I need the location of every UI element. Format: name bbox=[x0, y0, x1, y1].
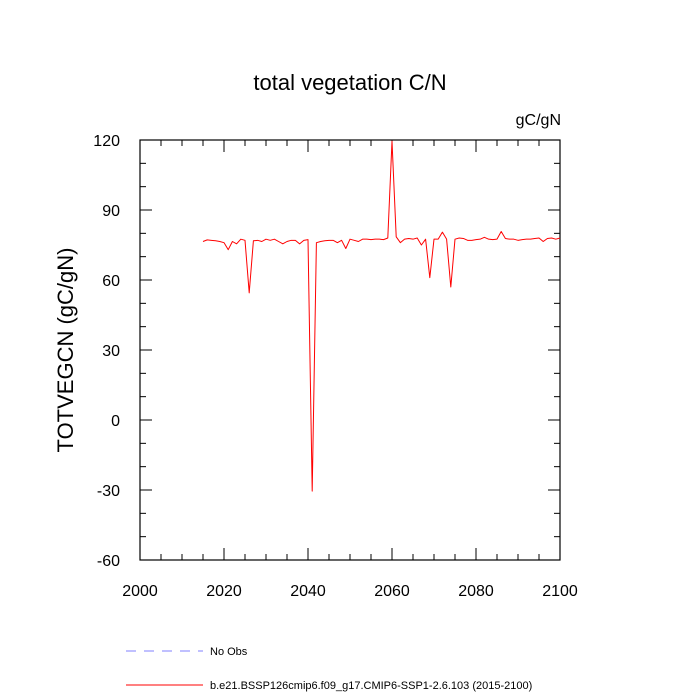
x-axis-tick-labels: 2000 2020 2040 2060 2080 2100 bbox=[122, 583, 578, 600]
y-tick-label: 90 bbox=[102, 203, 120, 220]
y-axis-tick-labels: 120 90 60 30 0 -30 -60 bbox=[93, 133, 120, 570]
x-axis-ticks bbox=[139, 140, 561, 560]
y-axis-label: TOTVEGCN (gC/gN) bbox=[53, 248, 78, 453]
plot-border bbox=[139, 139, 561, 561]
x-tick-label: 2100 bbox=[542, 583, 578, 600]
series-line-1 bbox=[202, 140, 561, 492]
y-tick-label: 30 bbox=[102, 343, 120, 360]
y-tick-label: 120 bbox=[93, 133, 120, 150]
x-tick-label: 2060 bbox=[374, 583, 410, 600]
legend: No Obs b.e21.BSSP126cmip6.f09_g17.CMIP6-… bbox=[126, 646, 532, 692]
x-tick-label: 2020 bbox=[206, 583, 242, 600]
x-tick-label: 2000 bbox=[122, 583, 158, 600]
units-label: gC/gN bbox=[516, 112, 561, 129]
legend-label-no-obs: No Obs bbox=[210, 646, 248, 658]
legend-label-model: b.e21.BSSP126cmip6.f09_g17.CMIP6-SSP1-2.… bbox=[210, 680, 532, 692]
y-tick-label: -60 bbox=[97, 553, 120, 570]
plot-frame bbox=[139, 139, 561, 561]
y-tick-label: -30 bbox=[97, 483, 120, 500]
chart-title: total vegetation C/N bbox=[253, 70, 446, 95]
y-tick-label: 60 bbox=[102, 273, 120, 290]
y-axis-ticks bbox=[140, 139, 560, 561]
x-tick-label: 2040 bbox=[290, 583, 326, 600]
y-tick-label: 0 bbox=[111, 413, 120, 430]
series-lines bbox=[202, 140, 561, 492]
x-tick-label: 2080 bbox=[458, 583, 494, 600]
